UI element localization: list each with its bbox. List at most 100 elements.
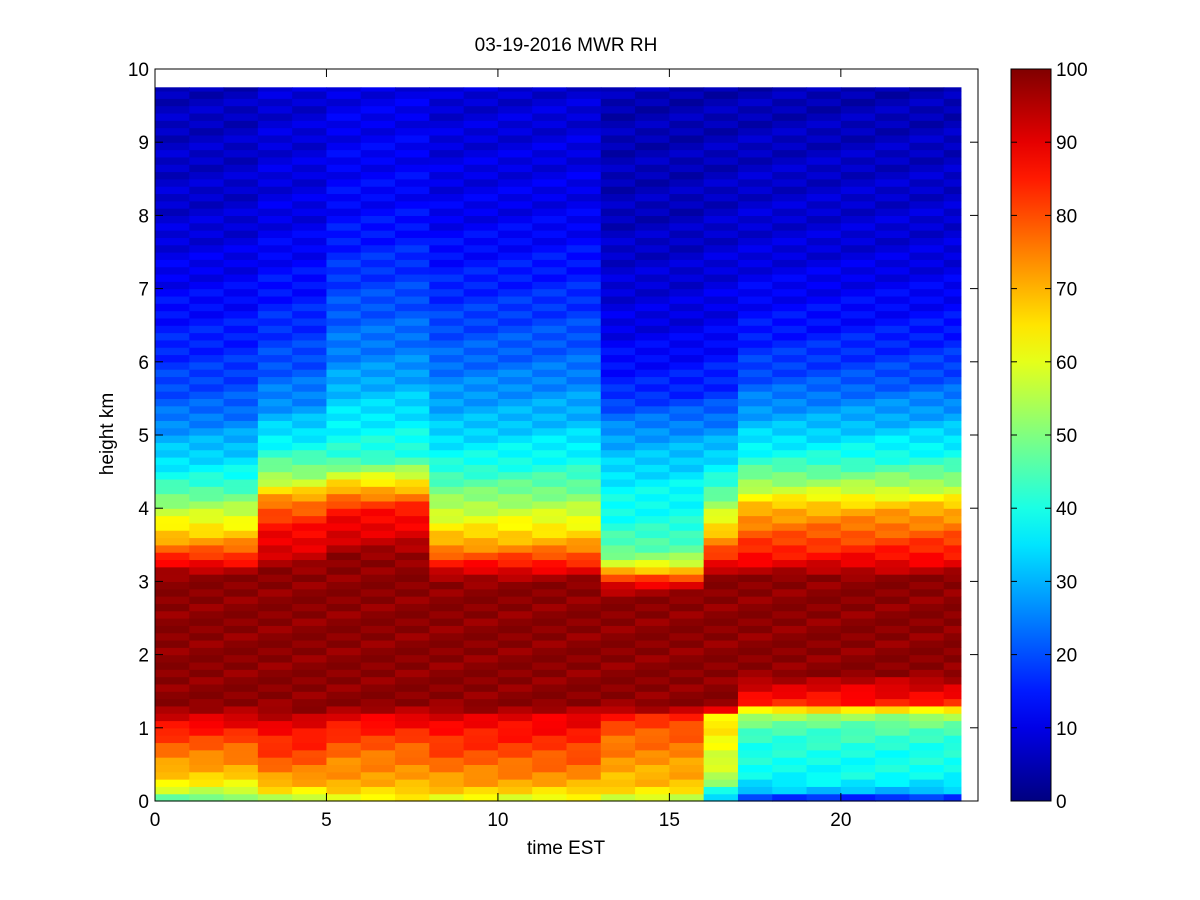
heatmap-cell — [875, 727, 911, 736]
heatmap-cell — [155, 596, 190, 604]
heatmap-cell — [566, 149, 602, 158]
heatmap-cell — [772, 244, 808, 253]
heatmap-cell — [292, 295, 328, 304]
heatmap-cell — [566, 142, 602, 151]
heatmap-cell — [703, 698, 739, 707]
heatmap-cell — [943, 632, 962, 641]
heatmap-cell — [635, 259, 670, 268]
heatmap-cell — [875, 742, 911, 751]
heatmap-cell — [806, 552, 842, 561]
heatmap-cell — [600, 427, 636, 436]
heatmap-cell — [292, 391, 328, 399]
heatmap-cell — [806, 435, 842, 443]
heatmap-cell — [875, 266, 911, 275]
heatmap-cell — [566, 369, 602, 378]
heatmap-cell — [189, 105, 225, 114]
heatmap-cell — [909, 156, 945, 165]
heatmap-cell — [737, 603, 773, 612]
heatmap-cell — [772, 435, 808, 443]
heatmap-cell — [909, 603, 945, 612]
heatmap-cell — [532, 713, 568, 722]
heatmap-cell — [600, 676, 636, 685]
heatmap-cell — [257, 237, 293, 246]
heatmap-cell — [497, 654, 533, 663]
heatmap-cell — [600, 87, 636, 92]
heatmap-cell — [772, 230, 808, 238]
heatmap-cell — [155, 90, 190, 99]
heatmap-cell — [532, 442, 568, 451]
heatmap-cell — [360, 742, 396, 751]
heatmap-cell — [223, 361, 259, 370]
heatmap-cell — [257, 288, 293, 297]
heatmap-cell — [155, 405, 190, 414]
heatmap-cell — [257, 354, 293, 363]
heatmap-cell — [429, 764, 465, 773]
heatmap-cell — [703, 515, 739, 524]
heatmap-cell — [703, 566, 739, 575]
heatmap-cell — [257, 683, 293, 692]
heatmap-cell — [943, 369, 962, 378]
heatmap-cell — [703, 442, 739, 451]
heatmap-cell — [532, 676, 568, 685]
heatmap-cell — [155, 603, 190, 612]
heatmap-cell — [875, 705, 911, 714]
heatmap-cell — [189, 127, 225, 136]
heatmap-cell — [772, 398, 808, 407]
heatmap-cell — [292, 156, 328, 165]
heatmap-cell — [326, 339, 362, 348]
heatmap-cell — [669, 603, 705, 612]
heatmap-cell — [703, 281, 739, 290]
heatmap-cell — [326, 500, 362, 509]
heatmap-cell — [360, 303, 396, 312]
heatmap-cell — [703, 486, 739, 495]
heatmap-cell — [360, 522, 396, 531]
heatmap-cell — [566, 683, 602, 692]
heatmap-cell — [360, 632, 396, 641]
heatmap-cell — [635, 720, 670, 729]
heatmap-cell — [840, 574, 876, 582]
heatmap-cell — [806, 266, 842, 275]
heatmap-cell — [772, 735, 808, 744]
heatmap-cell — [223, 383, 259, 392]
heatmap-cell — [395, 398, 430, 407]
heatmap-cell — [600, 779, 636, 787]
heatmap-cell — [943, 120, 962, 129]
heatmap-cell — [772, 134, 808, 143]
heatmap-cell — [703, 522, 739, 531]
heatmap-cell — [943, 618, 962, 626]
heatmap-cell — [155, 749, 190, 758]
heatmap-cell — [463, 764, 499, 773]
heatmap-cell — [497, 508, 533, 517]
heatmap-cell — [223, 727, 259, 736]
heatmap-cell — [875, 793, 911, 802]
heatmap-cell — [360, 676, 396, 685]
heatmap-cell — [532, 208, 568, 216]
heatmap-cell — [909, 566, 945, 575]
heatmap-cell — [909, 764, 945, 773]
heatmap-cell — [429, 698, 465, 707]
heatmap-cell — [909, 727, 945, 736]
heatmap-cell — [257, 596, 293, 604]
heatmap-cell — [395, 574, 430, 582]
heatmap-cell — [737, 376, 773, 385]
heatmap-cell — [806, 735, 842, 744]
heatmap-cell — [566, 566, 602, 575]
heatmap-cell — [223, 735, 259, 744]
heatmap-cell — [497, 237, 533, 246]
heatmap-cell — [223, 544, 259, 553]
heatmap-cell — [703, 581, 739, 590]
heatmap-cell — [497, 266, 533, 275]
heatmap-cell — [875, 222, 911, 231]
heatmap-cell — [943, 661, 962, 670]
heatmap-cell — [635, 391, 670, 399]
heatmap-cell — [703, 552, 739, 561]
heatmap-cell — [772, 142, 808, 151]
heatmap-cell — [257, 464, 293, 473]
heatmap-cell — [875, 413, 911, 421]
heatmap-cell — [497, 413, 533, 421]
heatmap-cell — [943, 647, 962, 656]
heatmap-cell — [189, 90, 225, 99]
heatmap-cell — [532, 742, 568, 751]
heatmap-cell — [635, 639, 670, 648]
heatmap-cell — [600, 295, 636, 304]
